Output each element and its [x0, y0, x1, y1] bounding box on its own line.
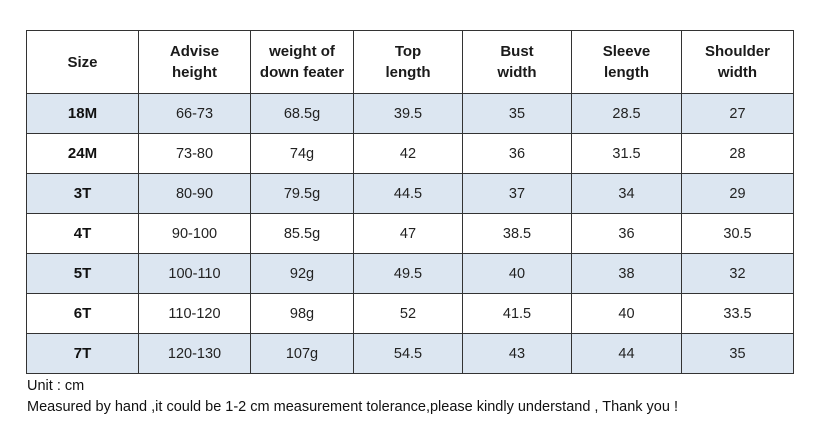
header-row: Size Advise height weight of down feater…	[26, 30, 794, 94]
size-cell: 6T	[26, 293, 139, 334]
advise-height-cell: 73-80	[138, 133, 251, 174]
bust-width-cell: 38.5	[462, 213, 572, 254]
advise-height-cell: 120-130	[138, 333, 251, 374]
header-advise-height-line-1: Advise	[169, 43, 220, 60]
header-advise-height-line-2: height	[172, 64, 217, 81]
top-length-cell: 52	[353, 293, 463, 334]
top-length-cell: 42	[353, 133, 463, 174]
advise-height-cell: 100-110	[138, 253, 251, 294]
header-bust-width: Bust width	[462, 30, 572, 94]
shoulder-width-cell: 30.5	[681, 213, 794, 254]
down-weight-cell: 92g	[250, 253, 354, 294]
sleeve-length-cell: 34	[571, 173, 682, 214]
header-shoulder-width-line-1: Shoulder	[704, 43, 770, 60]
table-row: 3T 80-90 79.5g 44.5 37 34 29	[26, 173, 794, 214]
top-length-cell: 47	[353, 213, 463, 254]
table-row: 18M 66-73 68.5g 39.5 35 28.5 27	[26, 93, 794, 134]
sleeve-length-cell: 38	[571, 253, 682, 294]
sleeve-length-cell: 28.5	[571, 93, 682, 134]
unit-note: Unit : cm	[27, 378, 85, 394]
header-top-length: Top length	[353, 30, 463, 94]
top-length-cell: 44.5	[353, 173, 463, 214]
bust-width-cell: 37	[462, 173, 572, 214]
down-weight-cell: 68.5g	[250, 93, 354, 134]
header-down-weight-line-2: down feater	[259, 64, 345, 81]
header-shoulder-width: Shoulder width	[681, 30, 794, 94]
advise-height-cell: 90-100	[138, 213, 251, 254]
shoulder-width-cell: 29	[681, 173, 794, 214]
bust-width-cell: 41.5	[462, 293, 572, 334]
size-cell: 5T	[26, 253, 139, 294]
notes: Unit : cm Measured by hand ,it could be …	[27, 376, 678, 418]
sleeve-length-cell: 36	[571, 213, 682, 254]
table-row: 5T 100-110 92g 49.5 40 38 32	[26, 253, 794, 294]
top-length-cell: 54.5	[353, 333, 463, 374]
shoulder-width-cell: 33.5	[681, 293, 794, 334]
header-bust-width-line-1: Bust	[500, 43, 534, 60]
top-length-cell: 39.5	[353, 93, 463, 134]
advise-height-cell: 66-73	[138, 93, 251, 134]
size-cell: 3T	[26, 173, 139, 214]
table-row: 6T 110-120 98g 52 41.5 40 33.5	[26, 293, 794, 334]
header-down-weight-line-1: weight of	[269, 43, 335, 60]
sleeve-length-cell: 44	[571, 333, 682, 374]
bust-width-cell: 40	[462, 253, 572, 294]
header-top-length-line-1: Top	[394, 43, 422, 60]
advise-height-cell: 80-90	[138, 173, 251, 214]
header-bust-width-line-2: width	[497, 64, 537, 81]
header-advise-height: Advise height	[138, 30, 251, 94]
header-shoulder-width-line-2: width	[717, 64, 758, 81]
shoulder-width-cell: 35	[681, 333, 794, 374]
down-weight-cell: 74g	[250, 133, 354, 174]
table-row: 24M 73-80 74g 42 36 31.5 28	[26, 133, 794, 174]
header-sleeve-length-line-1: Sleeve	[602, 43, 651, 60]
sleeve-length-cell: 40	[571, 293, 682, 334]
shoulder-width-cell: 27	[681, 93, 794, 134]
size-cell: 18M	[26, 93, 139, 134]
header-top-length-line-2: length	[385, 64, 431, 81]
down-weight-cell: 79.5g	[250, 173, 354, 214]
header-down-weight: weight of down feater	[250, 30, 354, 94]
table-row: 4T 90-100 85.5g 47 38.5 36 30.5	[26, 213, 794, 254]
down-weight-cell: 107g	[250, 333, 354, 374]
table-row: 7T 120-130 107g 54.5 43 44 35	[26, 333, 794, 374]
shoulder-width-cell: 28	[681, 133, 794, 174]
bust-width-cell: 36	[462, 133, 572, 174]
sleeve-length-cell: 31.5	[571, 133, 682, 174]
advise-height-cell: 110-120	[138, 293, 251, 334]
size-cell: 4T	[26, 213, 139, 254]
shoulder-width-cell: 32	[681, 253, 794, 294]
header-size-line-1: Size	[67, 53, 98, 71]
measurement-disclaimer: Measured by hand ,it could be 1-2 cm mea…	[27, 399, 678, 415]
header-size: Size	[26, 30, 139, 94]
size-cell: 24M	[26, 133, 139, 174]
bust-width-cell: 35	[462, 93, 572, 134]
down-weight-cell: 98g	[250, 293, 354, 334]
size-cell: 7T	[26, 333, 139, 374]
down-weight-cell: 85.5g	[250, 213, 354, 254]
bust-width-cell: 43	[462, 333, 572, 374]
size-chart-table: Size Advise height weight of down feater…	[26, 30, 794, 374]
top-length-cell: 49.5	[353, 253, 463, 294]
header-sleeve-length-line-2: length	[604, 64, 649, 81]
header-sleeve-length: Sleeve length	[571, 30, 682, 94]
